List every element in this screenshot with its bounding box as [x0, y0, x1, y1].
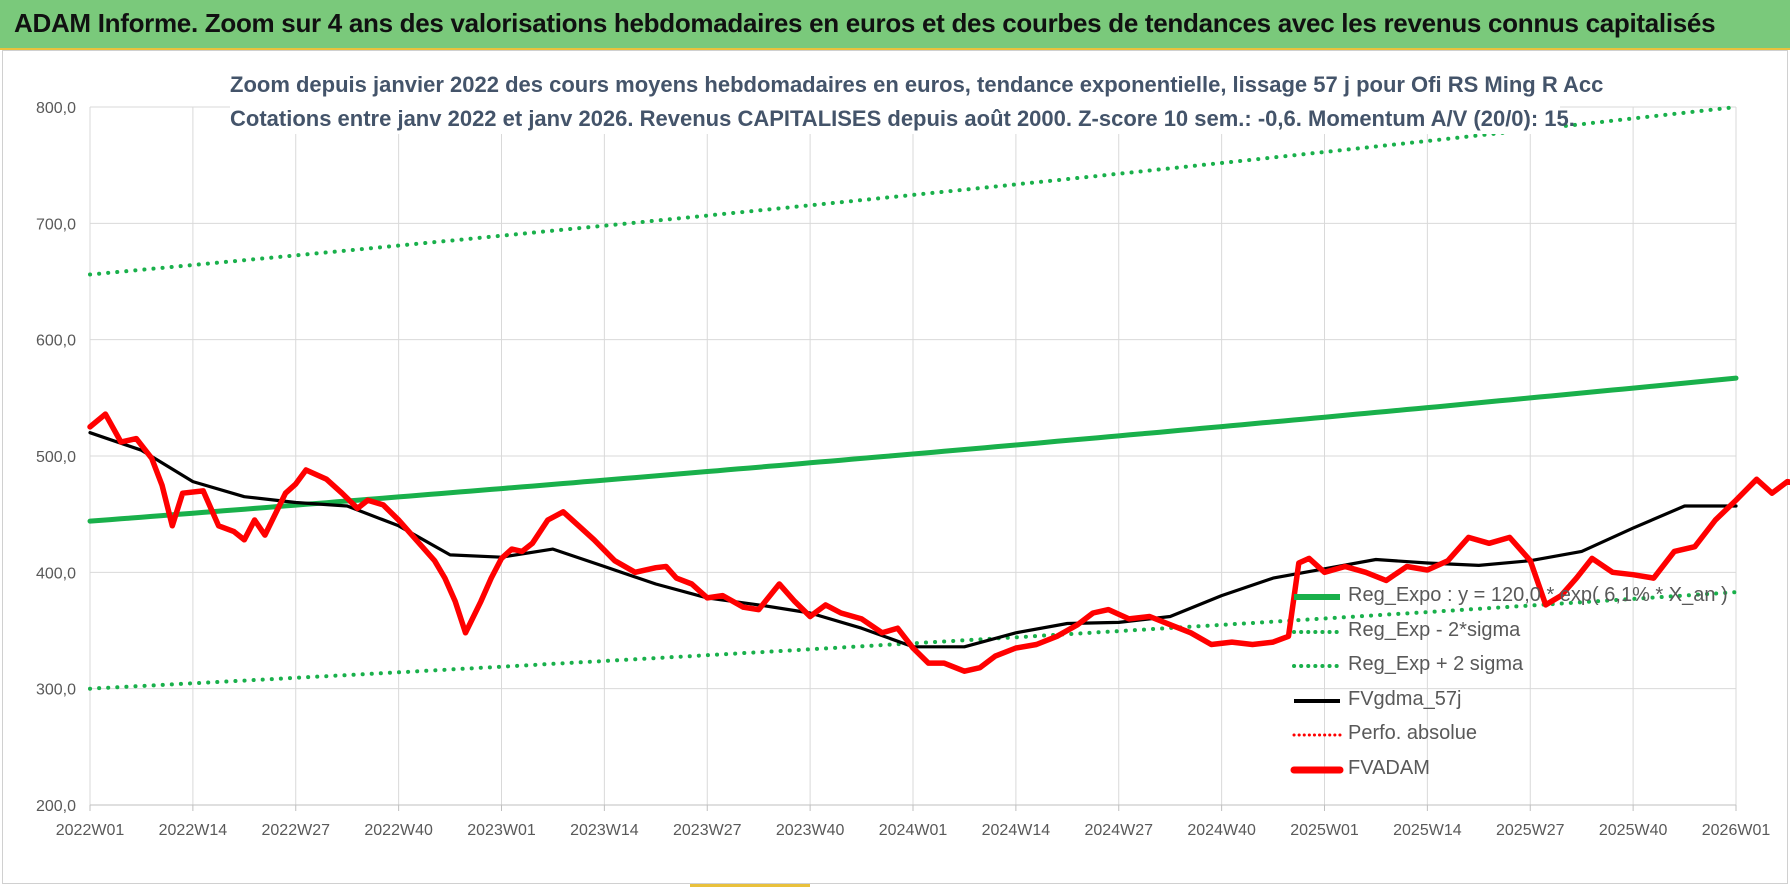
x-tick-label: 2024W14: [982, 822, 1051, 839]
chart-frame: [2, 50, 1788, 884]
legend-swatch-reg-exp-minus: [1292, 629, 1342, 634]
legend-item-reg-expo: Reg_Expo : y = 120,0 * exp( 6,1% * X_an …: [1290, 580, 1728, 615]
y-tick-label: 200,0: [36, 798, 76, 815]
bottom-accent-bar: [690, 884, 810, 887]
x-tick-label: 2024W40: [1187, 822, 1256, 839]
legend-label: Reg_Expo : y = 120,0 * exp( 6,1% * X_an …: [1348, 584, 1728, 606]
x-tick-label: 2023W40: [776, 822, 845, 839]
x-tick-label: 2022W14: [159, 822, 228, 839]
legend-label: Reg_Exp + 2 sigma: [1348, 653, 1524, 675]
x-tick-label: 2025W14: [1393, 822, 1462, 839]
x-tick-label: 2023W27: [673, 822, 742, 839]
y-tick-label: 500,0: [36, 449, 76, 466]
banner-title: ADAM Informe. Zoom sur 4 ans des valoris…: [14, 8, 1716, 38]
legend-label: Reg_Exp - 2*sigma: [1348, 618, 1521, 641]
x-tick-label: 2025W27: [1496, 822, 1565, 839]
x-tick-label: 2022W01: [56, 822, 125, 839]
legend-label: Perfo. absolue: [1348, 722, 1477, 744]
x-tick-label: 2024W01: [879, 822, 948, 839]
series-line-reg-exp-2-sigma: [88, 105, 1738, 277]
x-tick-label: 2022W27: [262, 822, 331, 839]
x-tick-label: 2026W01: [1702, 822, 1771, 839]
x-tick-label: 2024W27: [1085, 822, 1154, 839]
legend-item-perfo: Perfo. absolue: [1290, 718, 1720, 753]
y-tick-label: 400,0: [36, 565, 76, 582]
y-tick-label: 800,0: [36, 100, 76, 117]
legend-swatch-perfo: [1292, 733, 1342, 737]
chart-legend: Reg_Expo : y = 120,0 * exp( 6,1% * X_an …: [1290, 580, 1728, 788]
y-tick-label: 300,0: [36, 682, 76, 699]
legend-swatch-fvadam: [1290, 766, 1344, 773]
legend-swatch-reg-exp-plus: [1292, 664, 1342, 668]
y-tick-label: 600,0: [36, 333, 76, 350]
legend-item-fvgdma: FVgdma_57j: [1290, 684, 1720, 719]
chart-subtitle-line-1: Zoom depuis janvier 2022 des cours moyen…: [230, 70, 1603, 100]
legend-item-reg-exp-minus: Reg_Exp - 2*sigma: [1290, 615, 1720, 650]
legend-item-fvadam: FVADAM: [1290, 753, 1720, 788]
x-tick-label: 2022W40: [364, 822, 433, 839]
title-banner: ADAM Informe. Zoom sur 4 ans des valoris…: [0, 0, 1790, 50]
legend-swatch-reg-expo: [1294, 594, 1340, 600]
legend-swatch-fvgdma: [1294, 698, 1340, 703]
legend-item-reg-exp-plus: Reg_Exp + 2 sigma: [1290, 649, 1720, 684]
chart-subtitle-line-2: Cotations entre janv 2022 et janv 2026. …: [230, 104, 1575, 134]
x-tick-label: 2023W01: [467, 822, 536, 839]
series-line-reg-exp-2-sigma: [88, 590, 1738, 691]
series-line-fvadam: [87, 411, 1790, 674]
legend-label: FVADAM: [1348, 756, 1430, 779]
legend-label: FVgdma_57j: [1348, 687, 1462, 710]
x-tick-label: 2025W01: [1290, 822, 1359, 839]
y-tick-label: 700,0: [36, 216, 76, 233]
x-tick-label: 2025W40: [1599, 822, 1668, 839]
x-tick-label: 2023W14: [570, 822, 639, 839]
